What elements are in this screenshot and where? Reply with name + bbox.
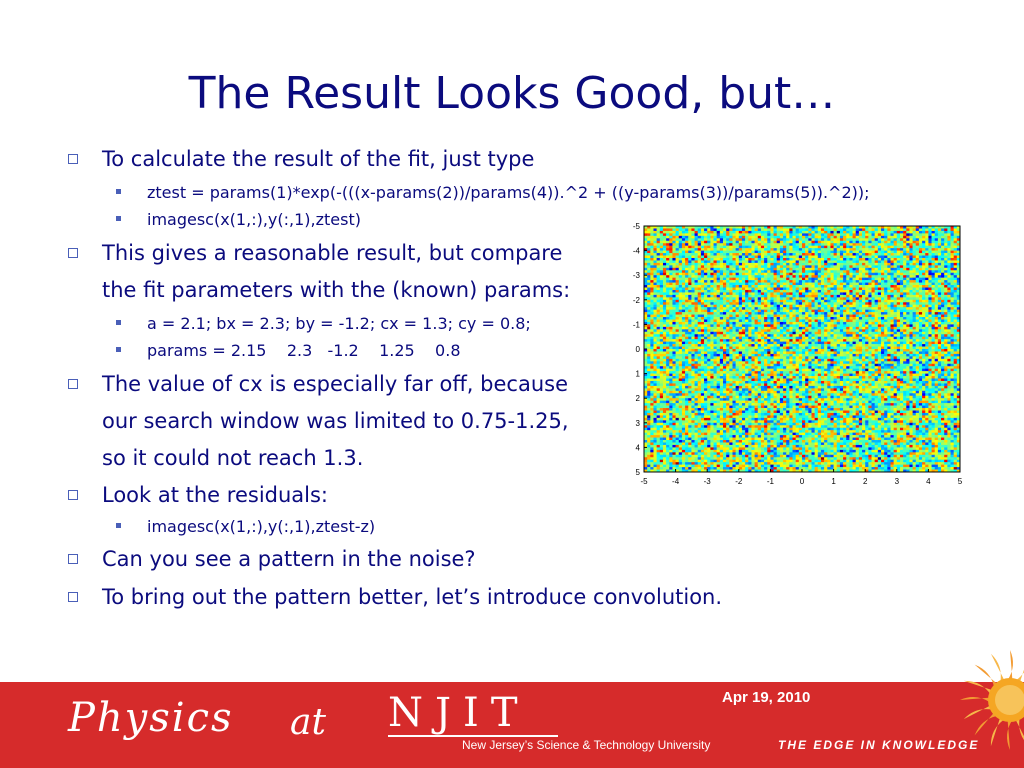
x-tick-label: -2: [735, 477, 743, 486]
bullet-continuation: the fit parameters with the (known) para…: [102, 278, 571, 302]
njit-underline: [388, 735, 558, 737]
x-tick-label: 2: [863, 477, 868, 486]
y-tick-label: 0: [636, 345, 641, 354]
njit-subtitle: New Jersey’s Science & Technology Univer…: [462, 738, 711, 752]
y-tick-label: 2: [636, 394, 641, 403]
bullet-continuation: our search window was limited to 0.75-1.…: [102, 409, 569, 433]
footer-banner: [0, 682, 1024, 768]
bullet-marker-icon: [68, 379, 78, 389]
sun-logo-icon: [960, 650, 1024, 750]
slide-title: The Result Looks Good, but…: [188, 68, 836, 119]
y-tick-label: 3: [636, 419, 641, 428]
bullet-text: The value of cx is especially far off, b…: [102, 372, 568, 396]
x-tick-label: 5: [958, 477, 963, 486]
at-text: at: [290, 702, 326, 743]
bullet-marker-icon: [68, 554, 78, 564]
sub-bullet-text: ztest = params(1)*exp(-(((x-params(2))/p…: [147, 183, 870, 202]
sub-bullet-text: params = 2.15 2.3 -1.2 1.25 0.8: [147, 341, 461, 360]
x-tick-label: 3: [895, 477, 900, 486]
x-tick-label: 1: [831, 477, 836, 486]
sub-bullet-text: imagesc(x(1,:),y(:,1),ztest): [147, 210, 361, 229]
njit-logo: NJIT: [388, 690, 530, 736]
bullet-text: To calculate the result of the fit, just…: [102, 147, 535, 171]
x-tick-label: -5: [640, 477, 648, 486]
y-tick-label: -4: [633, 247, 641, 256]
bullet-marker-icon: [68, 248, 78, 258]
y-tick-label: -5: [633, 222, 641, 231]
bullet-continuation: so it could not reach 1.3.: [102, 446, 364, 470]
bullet-marker-icon: [68, 490, 78, 500]
x-tick-label: 0: [800, 477, 805, 486]
tagline: THE EDGE IN KNOWLEDGE: [778, 738, 980, 752]
y-tick-label: -1: [633, 320, 641, 329]
sub-bullet-marker-icon: [116, 523, 121, 528]
bullet-marker-icon: [68, 154, 78, 164]
bullet-text: Look at the residuals:: [102, 483, 329, 507]
sub-bullet-marker-icon: [116, 216, 121, 221]
y-tick-label: -3: [633, 271, 641, 280]
y-tick-label: -2: [633, 296, 641, 305]
x-tick-label: -1: [767, 477, 775, 486]
x-tick-label: -4: [672, 477, 680, 486]
sub-bullet-marker-icon: [116, 347, 121, 352]
sub-bullet-marker-icon: [116, 189, 121, 194]
sub-bullet-marker-icon: [116, 320, 121, 325]
y-tick-label: 5: [636, 468, 641, 477]
bullet-text: To bring out the pattern better, let’s i…: [102, 585, 723, 609]
bullet-marker-icon: [68, 592, 78, 602]
x-tick-label: 4: [926, 477, 931, 486]
sub-bullet-text: imagesc(x(1,:),y(:,1),ztest-z): [147, 517, 376, 536]
y-tick-label: 4: [636, 443, 641, 452]
x-tick-label: -3: [704, 477, 712, 486]
bullet-text: Can you see a pattern in the noise?: [102, 547, 476, 571]
physics-logo-text: Physics: [68, 695, 234, 741]
y-tick-label: 1: [636, 370, 641, 379]
bullet-text: This gives a reasonable result, but comp…: [102, 241, 563, 265]
sub-bullet-text: a = 2.1; bx = 2.3; by = -1.2; cx = 1.3; …: [147, 314, 531, 333]
slide-date: Apr 19, 2010: [722, 689, 811, 706]
heatmap-cells: [644, 226, 961, 473]
